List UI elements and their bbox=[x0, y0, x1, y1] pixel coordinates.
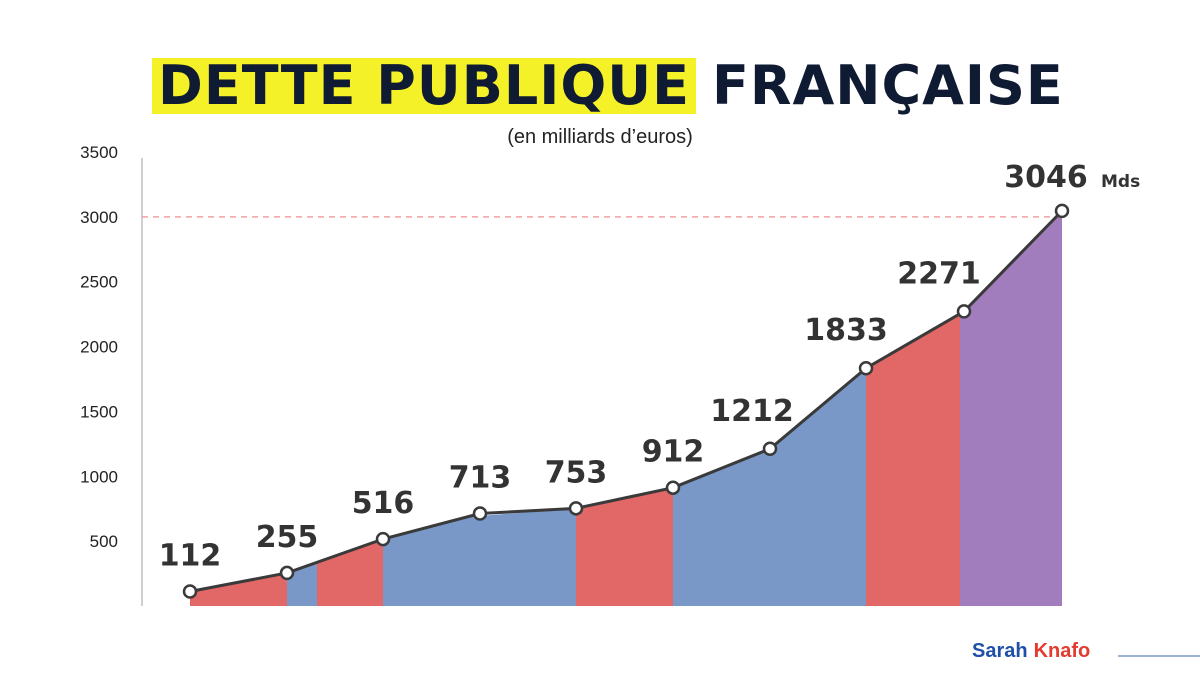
y-tick-label: 500 bbox=[90, 532, 118, 551]
area-band bbox=[317, 539, 383, 606]
y-tick-label: 1500 bbox=[80, 402, 118, 421]
data-point bbox=[279, 565, 295, 581]
y-tick-label: 2500 bbox=[80, 273, 118, 292]
data-label-unit: Mds bbox=[1101, 172, 1140, 192]
debt-line bbox=[189, 209, 1064, 593]
area-band bbox=[960, 210, 1062, 606]
y-tick-label: 3000 bbox=[80, 208, 118, 227]
title-rest: FRANÇAISE bbox=[712, 54, 1064, 117]
title-highlight: DETTE PUBLIQUE bbox=[152, 58, 697, 114]
area-band bbox=[467, 508, 576, 606]
data-point bbox=[375, 531, 391, 547]
data-label: 3046 bbox=[1004, 160, 1088, 195]
data-point bbox=[568, 501, 584, 516]
data-label: 255 bbox=[256, 520, 319, 555]
data-label: 516 bbox=[352, 486, 415, 521]
area-band bbox=[383, 516, 467, 606]
brand-first-name: Sarah bbox=[972, 640, 1028, 662]
y-tick-label: 1000 bbox=[80, 467, 118, 486]
chart-subtitle: (en milliards d’euros) bbox=[0, 126, 1200, 149]
brand-text: Sarah Knafo bbox=[972, 640, 1090, 663]
data-point bbox=[956, 304, 972, 319]
data-label: 1212 bbox=[710, 394, 794, 429]
area-band bbox=[770, 368, 866, 606]
data-label: 1833 bbox=[804, 313, 888, 348]
y-tick-label: 3500 bbox=[80, 143, 118, 162]
data-label: 713 bbox=[449, 461, 512, 496]
y-tick-label: 2000 bbox=[80, 338, 118, 357]
data-point bbox=[762, 441, 778, 457]
area-band bbox=[576, 487, 673, 606]
data-point bbox=[665, 480, 681, 495]
data-label: 2271 bbox=[897, 256, 981, 291]
area-band bbox=[287, 562, 317, 606]
data-label: 112 bbox=[159, 538, 222, 573]
area-band bbox=[866, 313, 960, 606]
area-band bbox=[190, 572, 287, 606]
brand-underline bbox=[1118, 655, 1200, 657]
data-label: 912 bbox=[642, 435, 705, 470]
data-point bbox=[182, 584, 198, 599]
data-point bbox=[1054, 203, 1070, 219]
area-band bbox=[673, 448, 770, 606]
subtitle-text: (en milliards d’euros) bbox=[507, 126, 693, 148]
chart-title: DETTE PUBLIQUE FRANÇAISE bbox=[152, 56, 1064, 116]
data-point bbox=[472, 506, 488, 521]
brand-last-name: Knafo bbox=[1033, 640, 1091, 662]
data-point bbox=[858, 360, 874, 376]
data-label: 753 bbox=[545, 455, 608, 490]
